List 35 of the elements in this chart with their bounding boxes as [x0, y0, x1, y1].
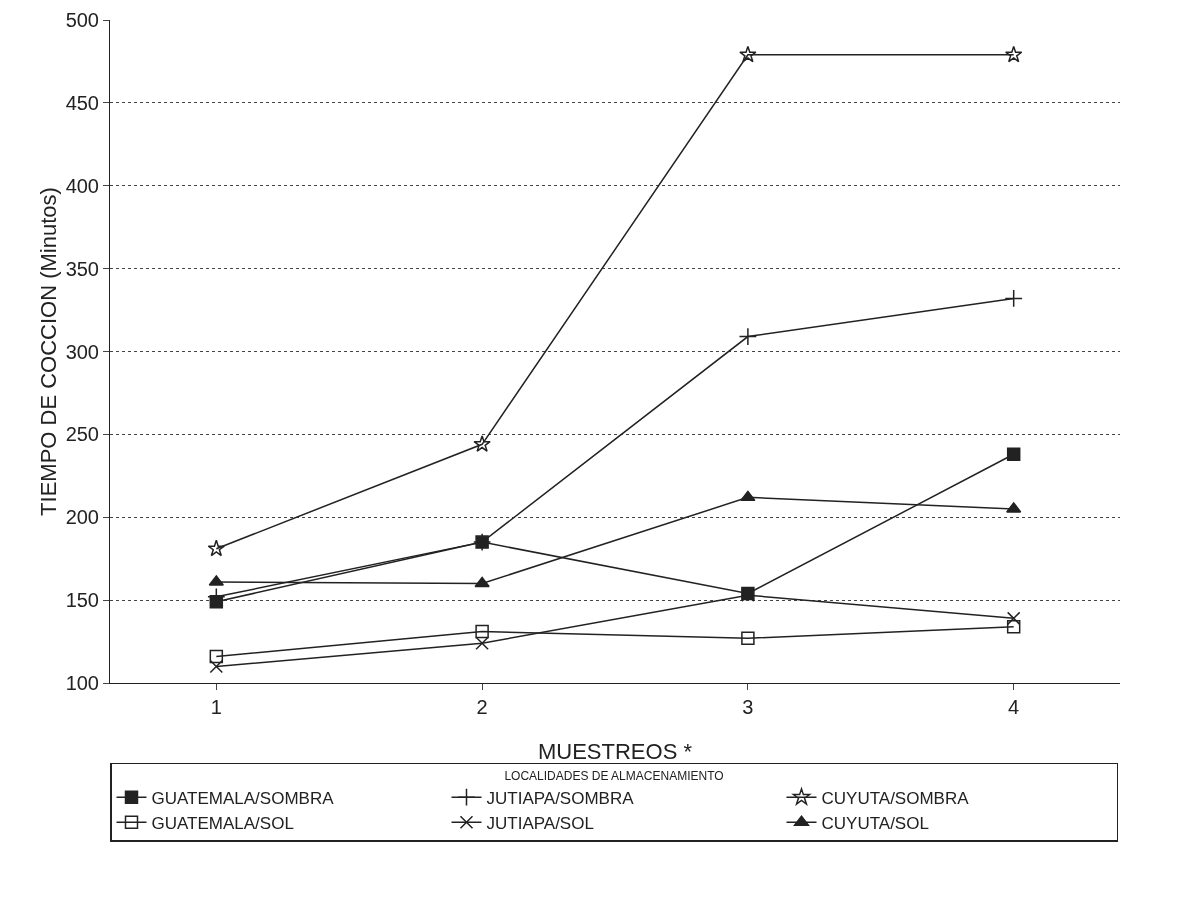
point [209, 649, 224, 664]
point [1006, 619, 1021, 634]
point [1006, 447, 1021, 462]
point [207, 539, 226, 557]
point [475, 624, 489, 639]
y-tick-label: 450 [65, 91, 99, 114]
x-tick-label: 4 [1008, 696, 1020, 718]
y-tick-label: 500 [65, 9, 99, 31]
point [474, 576, 490, 588]
point [1004, 45, 1023, 63]
point [739, 45, 757, 63]
legend-title: LOCALIDADES DE ALMACENAMIENTO [504, 768, 724, 783]
y-tick-label: 250 [65, 423, 99, 446]
legend-label: GUATEMALA/SOMBRA [151, 788, 335, 808]
legend-label: JUTIAPA/SOMBRA [486, 788, 635, 808]
y-tick-label: 200 [65, 506, 99, 529]
legend-label: CUYUTA/SOMBRA [821, 788, 970, 808]
x-axis-title: MUESTREOS * [537, 739, 693, 764]
point [473, 435, 491, 452]
x-tick-label: 2 [476, 696, 488, 718]
point [738, 327, 758, 346]
y-tick-label: 400 [65, 174, 99, 197]
point [1004, 289, 1023, 308]
legend-label: JUTIAPA/SOL [486, 813, 594, 833]
y-axis-title: TIEMPO DE COCCION (Minutos) [36, 187, 61, 516]
point [741, 631, 755, 645]
x-tick-label: 3 [742, 696, 754, 718]
y-tick-label: 350 [65, 257, 99, 280]
legend-label: CUYUTA/SOL [821, 813, 929, 833]
legend-label: GUATEMALA/SOL [151, 813, 294, 833]
y-tick-label: 150 [65, 589, 99, 612]
point [740, 490, 756, 502]
x-tick-label: 1 [210, 696, 222, 718]
y-tick-label: 100 [65, 672, 99, 694]
y-tick-label: 300 [65, 340, 99, 363]
